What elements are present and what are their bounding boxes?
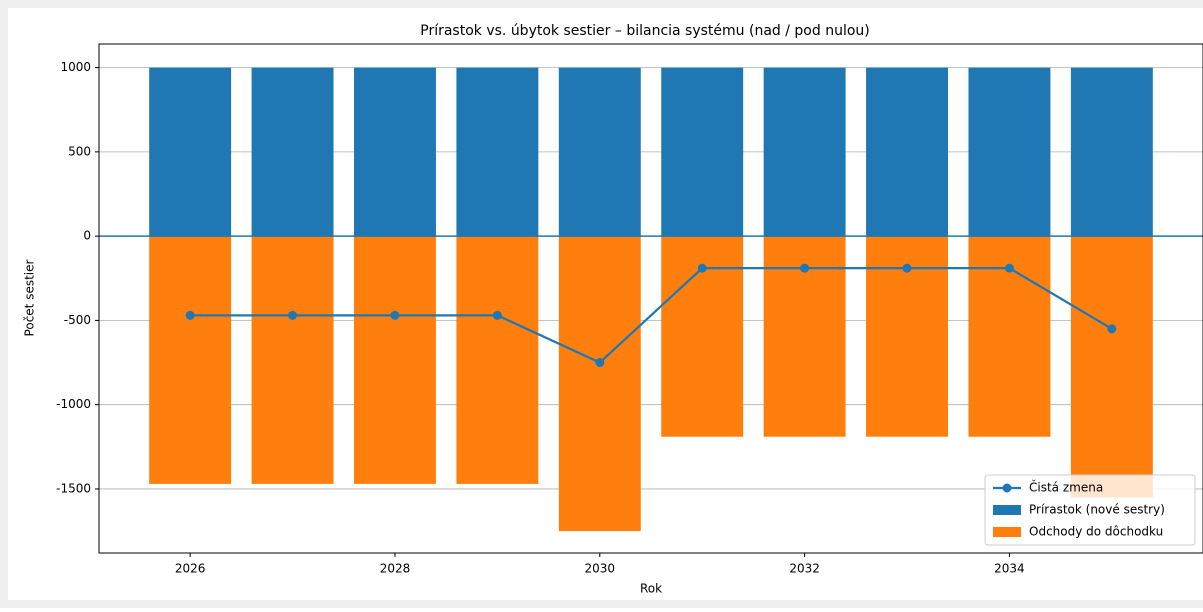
bar (456, 67, 539, 237)
point (185, 310, 195, 320)
point (1107, 324, 1117, 334)
point (492, 310, 502, 320)
axes-frame (98, 43, 1203, 554)
bar (149, 236, 232, 484)
bar (1070, 67, 1153, 237)
x-axis-label: Rok (640, 582, 662, 596)
y-tick-label: 0 (83, 229, 91, 243)
y-tick-label: -500 (64, 313, 91, 327)
y-tick-label: 500 (68, 144, 91, 158)
y-tick-label: -1000 (56, 397, 91, 411)
x-tick-label: 2028 (380, 562, 411, 576)
legend-swatch (993, 505, 1021, 515)
point (800, 263, 810, 273)
y-tick-label: -1500 (56, 481, 91, 495)
point (595, 358, 605, 368)
bar (661, 67, 744, 237)
bar (558, 67, 641, 237)
line (190, 267, 1113, 364)
legend-box (984, 474, 1196, 546)
x-tick-label: 2030 (585, 562, 616, 576)
bar (763, 67, 846, 237)
point (697, 263, 707, 273)
y-axis-label: Počet sestier (23, 259, 37, 336)
point (1004, 263, 1014, 273)
legend-marker (1002, 483, 1012, 493)
bar (456, 236, 539, 484)
bar (251, 67, 334, 237)
bar (354, 67, 436, 237)
legend-label: Čistá zmena (1029, 480, 1103, 495)
x-tick-label: 2034 (994, 562, 1025, 576)
legend-swatch (993, 527, 1021, 537)
bar (354, 236, 436, 484)
legend-label: Odchody do dôchodku (1029, 525, 1163, 539)
bar (1070, 236, 1153, 498)
point (288, 310, 298, 320)
bar (558, 236, 641, 532)
chart-title: Prírastok vs. úbytok sestier – bilancia … (420, 23, 869, 39)
x-tick-label: 2026 (175, 562, 206, 576)
bar (251, 236, 334, 484)
point (390, 310, 400, 320)
x-tick-label: 2032 (789, 562, 820, 576)
legend-label: Prírastok (nové sestry) (1029, 503, 1165, 517)
bar (149, 67, 232, 237)
y-tick-label: 1000 (60, 60, 91, 74)
bar (866, 67, 948, 237)
point (902, 263, 912, 273)
bar (968, 67, 1051, 237)
